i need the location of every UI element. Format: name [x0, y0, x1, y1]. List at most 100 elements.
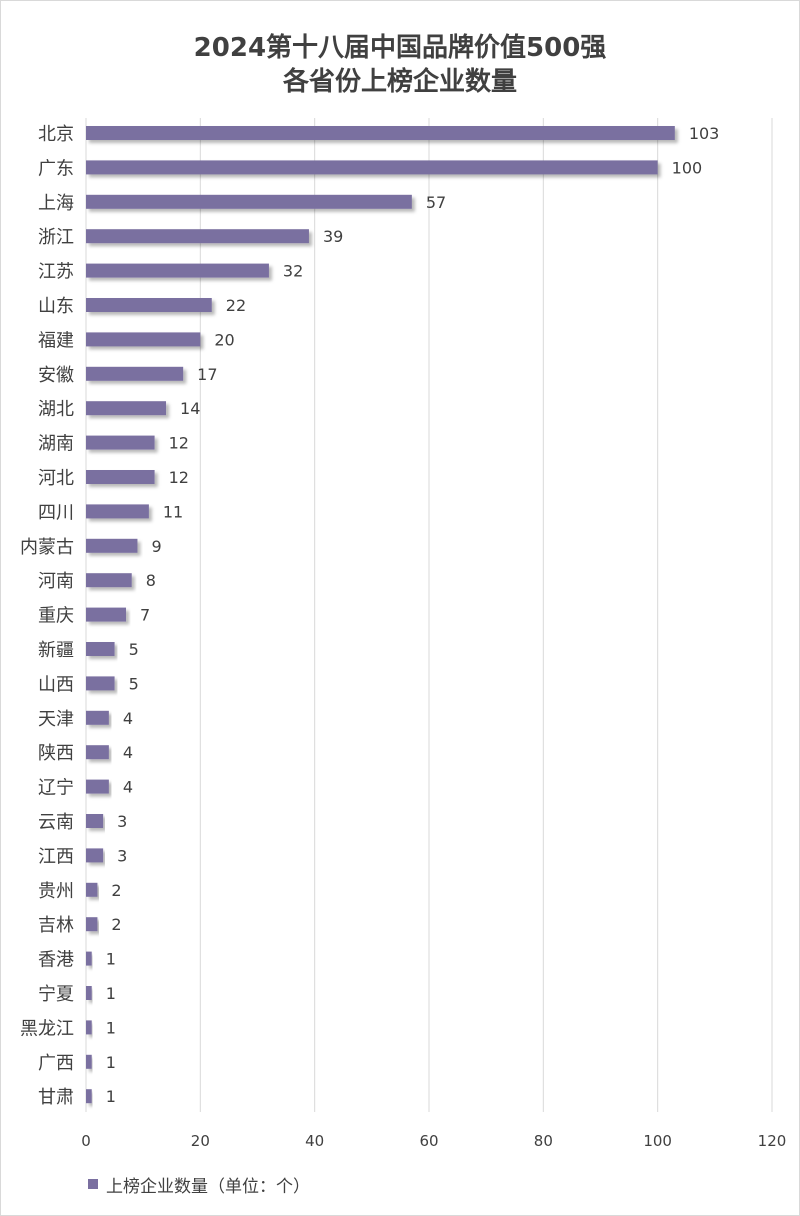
- chart-title-line-2: 各省份上榜企业数量: [282, 67, 517, 97]
- bar-江苏: [86, 263, 269, 278]
- category-label: 内蒙古: [20, 537, 74, 558]
- legend-swatch: [88, 1179, 98, 1189]
- legend-label: 上榜企业数量（单位：个）: [106, 1176, 310, 1197]
- x-axis-tick-labels: 0 20 40 60 80 100 120: [81, 1132, 786, 1150]
- category-label: 安徽: [38, 365, 74, 386]
- bar-甘肃: [86, 1089, 92, 1104]
- data-label: 103: [689, 124, 720, 143]
- bar-河南: [86, 573, 132, 588]
- bar-江西: [86, 848, 104, 863]
- bar-安徽: [86, 366, 184, 381]
- category-label: 上海: [38, 193, 74, 214]
- bar-山东: [86, 298, 212, 312]
- bar-黑龙江: [86, 1020, 92, 1035]
- data-label: 4: [123, 743, 133, 762]
- data-label: 1: [106, 984, 116, 1003]
- data-label: 1: [106, 1053, 116, 1072]
- bar-湖北: [86, 401, 167, 416]
- bar-新疆: [86, 642, 115, 656]
- bar-北京: [86, 126, 675, 140]
- data-label: 57: [426, 193, 446, 212]
- data-label: 9: [151, 537, 161, 556]
- bar-河北: [86, 470, 155, 484]
- category-label: 云南: [38, 812, 74, 833]
- data-label: 12: [169, 434, 189, 453]
- bar-上海: [86, 194, 412, 209]
- category-label: 甘肃: [38, 1087, 74, 1108]
- data-label: 12: [169, 468, 189, 487]
- data-label: 1: [106, 1018, 116, 1037]
- bar-天津: [86, 710, 109, 725]
- data-label: 32: [283, 262, 303, 281]
- gridlines: [85, 118, 773, 1112]
- category-label: 山西: [38, 674, 74, 695]
- category-label: 福建: [38, 330, 74, 351]
- data-label: 5: [129, 640, 139, 659]
- category-label: 吉林: [38, 915, 74, 936]
- data-label: 39: [323, 227, 343, 246]
- x-tick-label: 40: [305, 1132, 324, 1150]
- x-tick-label: 60: [419, 1132, 438, 1150]
- category-label: 江西: [38, 846, 74, 867]
- data-label: 17: [197, 365, 217, 384]
- category-label: 天津: [38, 709, 74, 730]
- data-label: 11: [163, 502, 183, 521]
- category-label: 四川: [38, 502, 74, 523]
- bar-福建: [86, 332, 201, 347]
- bar-广西: [86, 1054, 92, 1069]
- bar-宁夏: [86, 986, 92, 1000]
- bar-香港: [86, 951, 92, 966]
- bar-辽宁: [86, 779, 109, 794]
- category-label: 辽宁: [38, 778, 74, 799]
- data-label: 5: [129, 674, 139, 693]
- category-label: 陕西: [38, 743, 74, 764]
- data-label: 2: [111, 881, 121, 900]
- category-labels: 北京广东上海浙江江苏山东福建安徽湖北湖南河北四川内蒙古河南重庆新疆山西天津陕西辽…: [20, 124, 74, 1108]
- chart-title-line-1: 2024第十八届中国品牌价值500强: [193, 33, 607, 63]
- category-label: 江苏: [38, 262, 74, 283]
- data-labels: 1031005739322220171412121198755444332211…: [106, 124, 720, 1106]
- bar-四川: [86, 504, 149, 519]
- category-label: 河南: [38, 571, 74, 592]
- data-label: 2: [111, 915, 121, 934]
- category-label: 广西: [38, 1053, 74, 1074]
- bar-广东: [86, 160, 658, 175]
- category-label: 广东: [38, 158, 74, 179]
- category-label: 湖北: [38, 399, 74, 420]
- category-label: 新疆: [38, 640, 74, 661]
- bar-浙江: [86, 229, 309, 244]
- x-tick-label: 80: [534, 1132, 553, 1150]
- category-label: 河北: [38, 468, 74, 489]
- category-label: 香港: [38, 950, 74, 971]
- category-label: 山东: [38, 296, 74, 317]
- data-label: 22: [226, 296, 246, 315]
- data-label: 4: [123, 709, 133, 728]
- x-tick-label: 120: [758, 1132, 787, 1150]
- category-label: 北京: [38, 124, 74, 145]
- bar-山西: [86, 676, 115, 691]
- category-label: 黑龙江: [20, 1018, 74, 1039]
- bar-内蒙古: [86, 538, 138, 553]
- bar-湖南: [86, 435, 155, 450]
- bar-重庆: [86, 607, 127, 622]
- data-label: 7: [140, 606, 150, 625]
- data-label: 3: [117, 812, 127, 831]
- data-label: 1: [106, 1087, 116, 1106]
- x-tick-label: 0: [81, 1132, 91, 1150]
- data-label: 3: [117, 846, 127, 865]
- data-label: 14: [180, 399, 200, 418]
- data-label: 4: [123, 778, 133, 797]
- legend: 上榜企业数量（单位：个）: [88, 1172, 310, 1197]
- bar-贵州: [86, 882, 98, 897]
- x-tick-label: 100: [643, 1132, 672, 1150]
- category-label: 宁夏: [38, 984, 74, 1005]
- category-label: 湖南: [38, 434, 74, 455]
- category-label: 贵州: [38, 881, 74, 902]
- bars: [86, 126, 675, 1104]
- data-label: 20: [214, 330, 234, 349]
- bar-陕西: [86, 745, 109, 760]
- data-label: 8: [146, 571, 156, 590]
- category-label: 重庆: [38, 606, 74, 627]
- data-label: 100: [672, 158, 703, 177]
- x-tick-label: 20: [191, 1132, 210, 1150]
